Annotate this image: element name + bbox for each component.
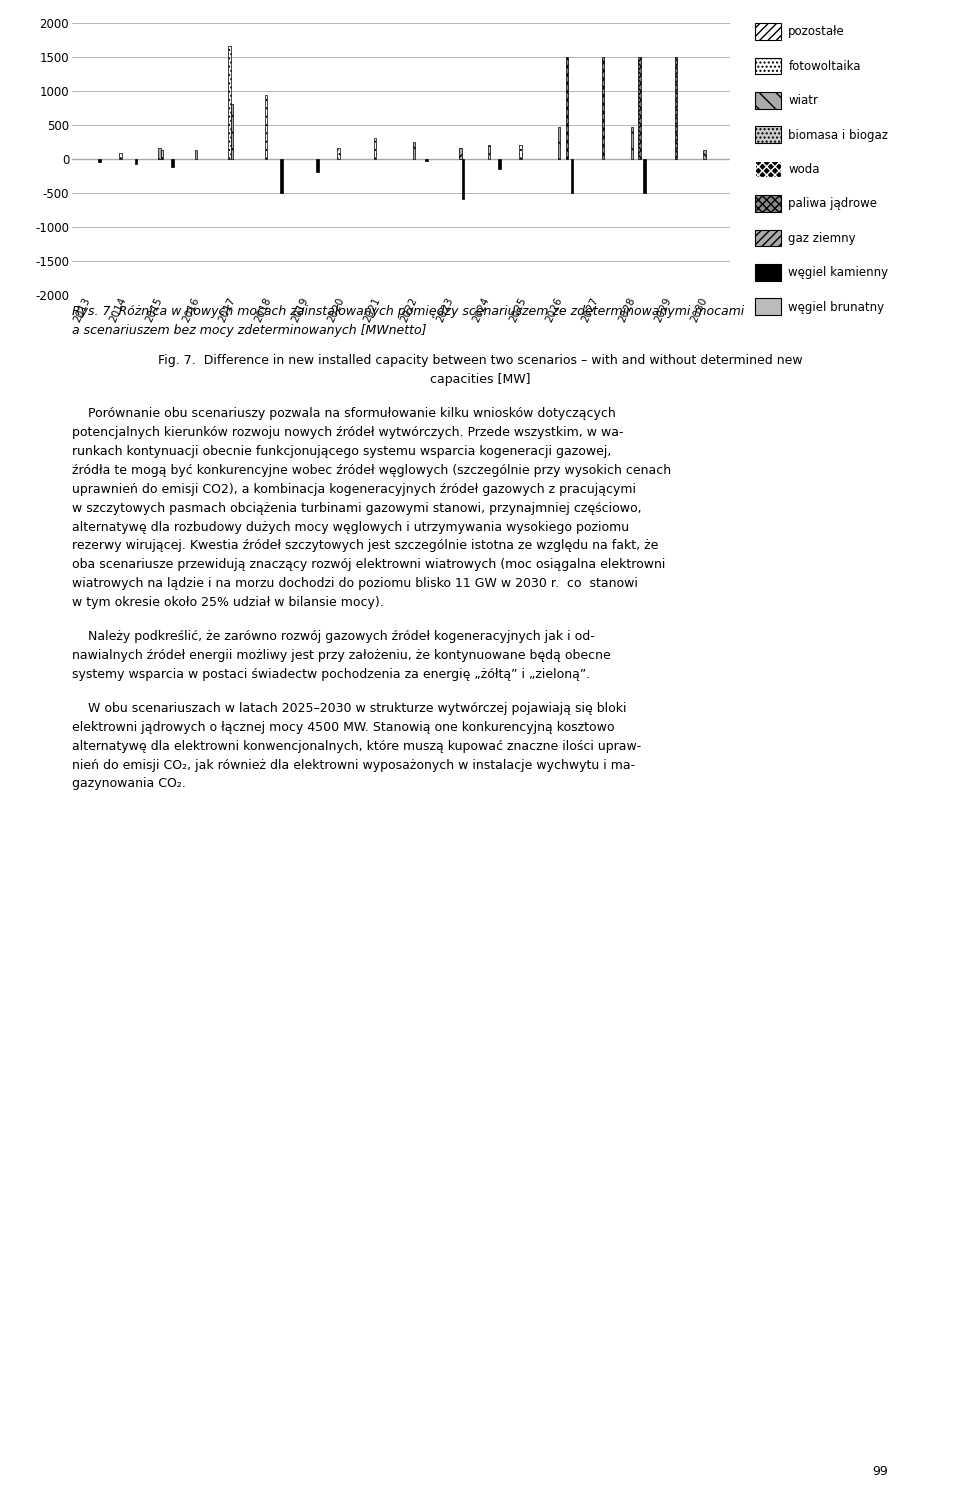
Bar [558, 127, 561, 159]
Bar [317, 159, 319, 172]
Bar [280, 159, 282, 192]
Bar [161, 150, 163, 159]
Bar [519, 145, 521, 159]
Text: W obu scenariuszach w latach 2025–2030 w strukturze wytwórczej pojawiają się blo: W obu scenariuszach w latach 2025–2030 w… [72, 701, 627, 715]
Bar [570, 159, 573, 192]
Bar [373, 138, 376, 159]
Bar [425, 159, 428, 160]
Text: capacities [MW]: capacities [MW] [430, 373, 530, 387]
Bar [459, 148, 462, 159]
Text: Rys. 7. Różnica w nowych mocach zainstalowanych pomiędzy scenariuszem ze zdeterm: Rys. 7. Różnica w nowych mocach zainstal… [72, 305, 744, 319]
Text: rezerwy wirującej. Kwestia źródeł szczytowych jest szczególnie istotna ze względ: rezerwy wirującej. Kwestia źródeł szczyt… [72, 539, 659, 553]
Bar [488, 145, 491, 159]
Bar [638, 56, 640, 159]
Text: wiatrowych na lądzie i na morzu dochodzi do poziomu blisko 11 GW w 2030 r.  co  : wiatrowych na lądzie i na morzu dochodzi… [72, 577, 637, 591]
Text: Fig. 7.  Difference in new installed capacity between two scenarios – with and w: Fig. 7. Difference in new installed capa… [157, 354, 803, 367]
Bar [413, 142, 415, 159]
Text: nawialnych źródeł energii możliwy jest przy założeniu, że kontynuowane będą obec: nawialnych źródeł energii możliwy jest p… [72, 650, 611, 662]
Text: elektrowni jądrowych o łącznej mocy 4500 MW. Stanowią one konkurencyjną kosztowo: elektrowni jądrowych o łącznej mocy 4500… [72, 721, 614, 734]
Bar [337, 148, 340, 159]
Text: runkach kontynuacji obecnie funkcjonującego systemu wsparcia kogeneracji gazowej: runkach kontynuacji obecnie funkcjonując… [72, 444, 612, 458]
Text: źródła te mogą być konkurencyjne wobec źródeł węglowych (szczególnie przy wysoki: źródła te mogą być konkurencyjne wobec ź… [72, 464, 671, 477]
Bar [158, 148, 161, 159]
Text: 99: 99 [873, 1464, 888, 1478]
Bar [98, 159, 101, 162]
Bar [265, 95, 267, 159]
Text: systemy wsparcia w postaci świadectw pochodzenia za energię „żółtą” i „zieloną”.: systemy wsparcia w postaci świadectw poc… [72, 668, 590, 681]
Bar [228, 47, 231, 159]
Text: alternatywę dla elektrowni konwencjonalnych, które muszą kupować znaczne ilości : alternatywę dla elektrowni konwencjonaln… [72, 740, 641, 752]
Legend: pozostałe, fotowoltaika, wiatr, biomasa i biogaz, woda, paliwa jądrowe, gaz ziem: pozostałe, fotowoltaika, wiatr, biomasa … [756, 23, 888, 316]
Bar [119, 153, 122, 159]
Text: alternatywę dla rozbudowy dużych mocy węglowych i utrzymywania wysokiego poziomu: alternatywę dla rozbudowy dużych mocy wę… [72, 520, 629, 533]
Bar [462, 159, 465, 199]
Bar [498, 159, 500, 169]
Bar [602, 56, 605, 159]
Text: a scenariuszem bez mocy zdeterminowanych [MWnetto]: a scenariuszem bez mocy zdeterminowanych… [72, 323, 426, 337]
Bar [171, 159, 174, 166]
Bar [231, 104, 233, 159]
Bar [195, 151, 197, 159]
Text: uprawnień do emisji CO2), a kombinacja kogeneracyjnych źródeł gazowych z pracują: uprawnień do emisji CO2), a kombinacja k… [72, 484, 636, 496]
Text: w szczytowych pasmach obciążenia turbinami gazowymi stanowi, przynajmniej części: w szczytowych pasmach obciążenia turbina… [72, 502, 641, 515]
Text: Porównanie obu scenariuszy pozwala na sformułowanie kilku wniosków dotyczących: Porównanie obu scenariuszy pozwala na sf… [72, 408, 615, 420]
Text: nień do emisji CO₂, jak również dla elektrowni wyposażonych w instalacje wychwyt: nień do emisji CO₂, jak również dla elek… [72, 759, 636, 772]
Bar [565, 56, 568, 159]
Text: potencjalnych kierunków rozwoju nowych źródeł wytwórczych. Przede wszystkim, w w: potencjalnych kierunków rozwoju nowych ź… [72, 426, 623, 440]
Bar [643, 159, 646, 192]
Text: oba scenariusze przewidują znaczący rozwój elektrowni wiatrowych (moc osiągalna : oba scenariusze przewidują znaczący rozw… [72, 558, 665, 571]
Text: gazynowania CO₂.: gazynowania CO₂. [72, 777, 186, 790]
Text: Należy podkreślić, że zarówno rozwój gazowych źródeł kogeneracyjnych jak i od-: Należy podkreślić, że zarówno rozwój gaz… [72, 630, 595, 644]
Bar [704, 151, 706, 159]
Bar [134, 159, 137, 165]
Bar [675, 56, 677, 159]
Bar [631, 127, 634, 159]
Text: w tym okresie około 25% udział w bilansie mocy).: w tym okresie około 25% udział w bilansi… [72, 595, 384, 609]
